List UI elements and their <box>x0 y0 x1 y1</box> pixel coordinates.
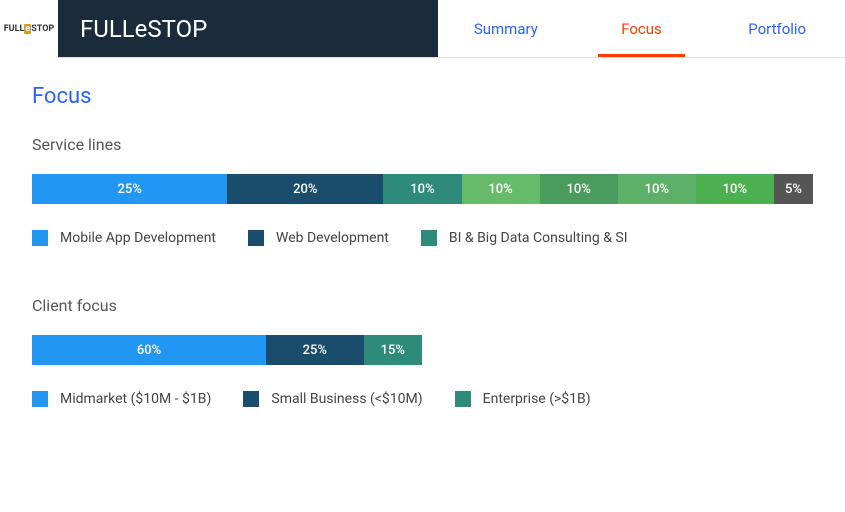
client-focus-segment: 60% <box>32 335 266 365</box>
client-focus-title: Client focus <box>32 296 813 315</box>
legend-label: BI & Big Data Consulting & SI <box>449 230 628 246</box>
client-focus-segment: 25% <box>266 335 364 365</box>
legend-swatch <box>32 230 48 246</box>
legend-swatch <box>32 391 48 407</box>
service-lines-segment: 5% <box>774 174 813 204</box>
service-lines-segment: 10% <box>383 174 461 204</box>
service-lines-legend-item: Web Development <box>248 230 389 246</box>
tab-label: Portfolio <box>748 20 806 38</box>
service-lines-segment-label: 25% <box>117 182 141 197</box>
legend-label: Web Development <box>276 230 389 246</box>
service-lines-segment: 20% <box>227 174 383 204</box>
tab-focus[interactable]: Focus <box>574 0 710 57</box>
logo-text: FULLeSTOP <box>4 24 55 34</box>
client-focus-legend-item: Enterprise (>$1B) <box>455 391 591 407</box>
service-lines-segment-label: 20% <box>293 182 317 197</box>
client-focus-segment-label: 25% <box>303 343 327 358</box>
service-lines-bar: 25% 20% 10% 10% 10% 10% 10% 5% <box>32 174 813 204</box>
legend-swatch <box>455 391 471 407</box>
legend-swatch <box>243 391 259 407</box>
service-lines-segment-label: 10% <box>723 182 747 197</box>
client-focus-segment: 15% <box>364 335 423 365</box>
legend-label: Small Business (<$10M) <box>271 391 422 407</box>
service-lines-segment-label: 10% <box>566 182 590 197</box>
client-focus-segment-label: 60% <box>137 343 161 358</box>
content: Focus Service lines 25% 20% 10% 10% 10% 10% 10… <box>0 58 845 407</box>
service-lines-segment-label: 10% <box>488 182 512 197</box>
header: FULLeSTOP FULLeSTOP Summary Focus Portfoli… <box>0 0 845 58</box>
client-focus-legend: Midmarket ($10M - $1B) Small Business (<$… <box>32 391 813 407</box>
legend-swatch <box>248 230 264 246</box>
service-lines-segment-label: 5% <box>785 182 802 197</box>
tab-portfolio[interactable]: Portfolio <box>709 0 845 57</box>
company-title: FULLeSTOP <box>58 0 438 57</box>
company-title-text: FULLeSTOP <box>80 15 207 43</box>
service-lines-segment: 10% <box>540 174 618 204</box>
service-lines-segment-label: 10% <box>410 182 434 197</box>
service-lines-segment: 25% <box>32 174 227 204</box>
tab-summary[interactable]: Summary <box>438 0 574 57</box>
client-focus-section: Client focus 60% 25% 15% Midmarket ($10M -… <box>32 296 813 407</box>
tabs: Summary Focus Portfolio <box>438 0 845 57</box>
service-lines-segment: 10% <box>462 174 540 204</box>
client-focus-segment-label: 15% <box>381 343 405 358</box>
tab-label: Focus <box>621 20 662 38</box>
legend-label: Mobile App Development <box>60 230 216 246</box>
service-lines-legend: Mobile App Development Web Development BI … <box>32 230 813 246</box>
service-lines-legend-item: Mobile App Development <box>32 230 216 246</box>
tab-label: Summary <box>474 20 538 38</box>
service-lines-title: Service lines <box>32 135 813 154</box>
legend-label: Enterprise (>$1B) <box>483 391 591 407</box>
service-lines-section: Service lines 25% 20% 10% 10% 10% 10% 10% 5% Mo… <box>32 135 813 246</box>
service-lines-segment: 10% <box>696 174 774 204</box>
service-lines-segment-label: 10% <box>645 182 669 197</box>
page-title: Focus <box>32 84 813 109</box>
service-lines-segment: 10% <box>618 174 696 204</box>
logo: FULLeSTOP <box>0 0 58 58</box>
client-focus-legend-item: Small Business (<$10M) <box>243 391 422 407</box>
client-focus-legend-item: Midmarket ($10M - $1B) <box>32 391 211 407</box>
legend-swatch <box>421 230 437 246</box>
service-lines-legend-item: BI & Big Data Consulting & SI <box>421 230 628 246</box>
client-focus-bar: 60% 25% 15% <box>32 335 422 365</box>
legend-label: Midmarket ($10M - $1B) <box>60 391 211 407</box>
